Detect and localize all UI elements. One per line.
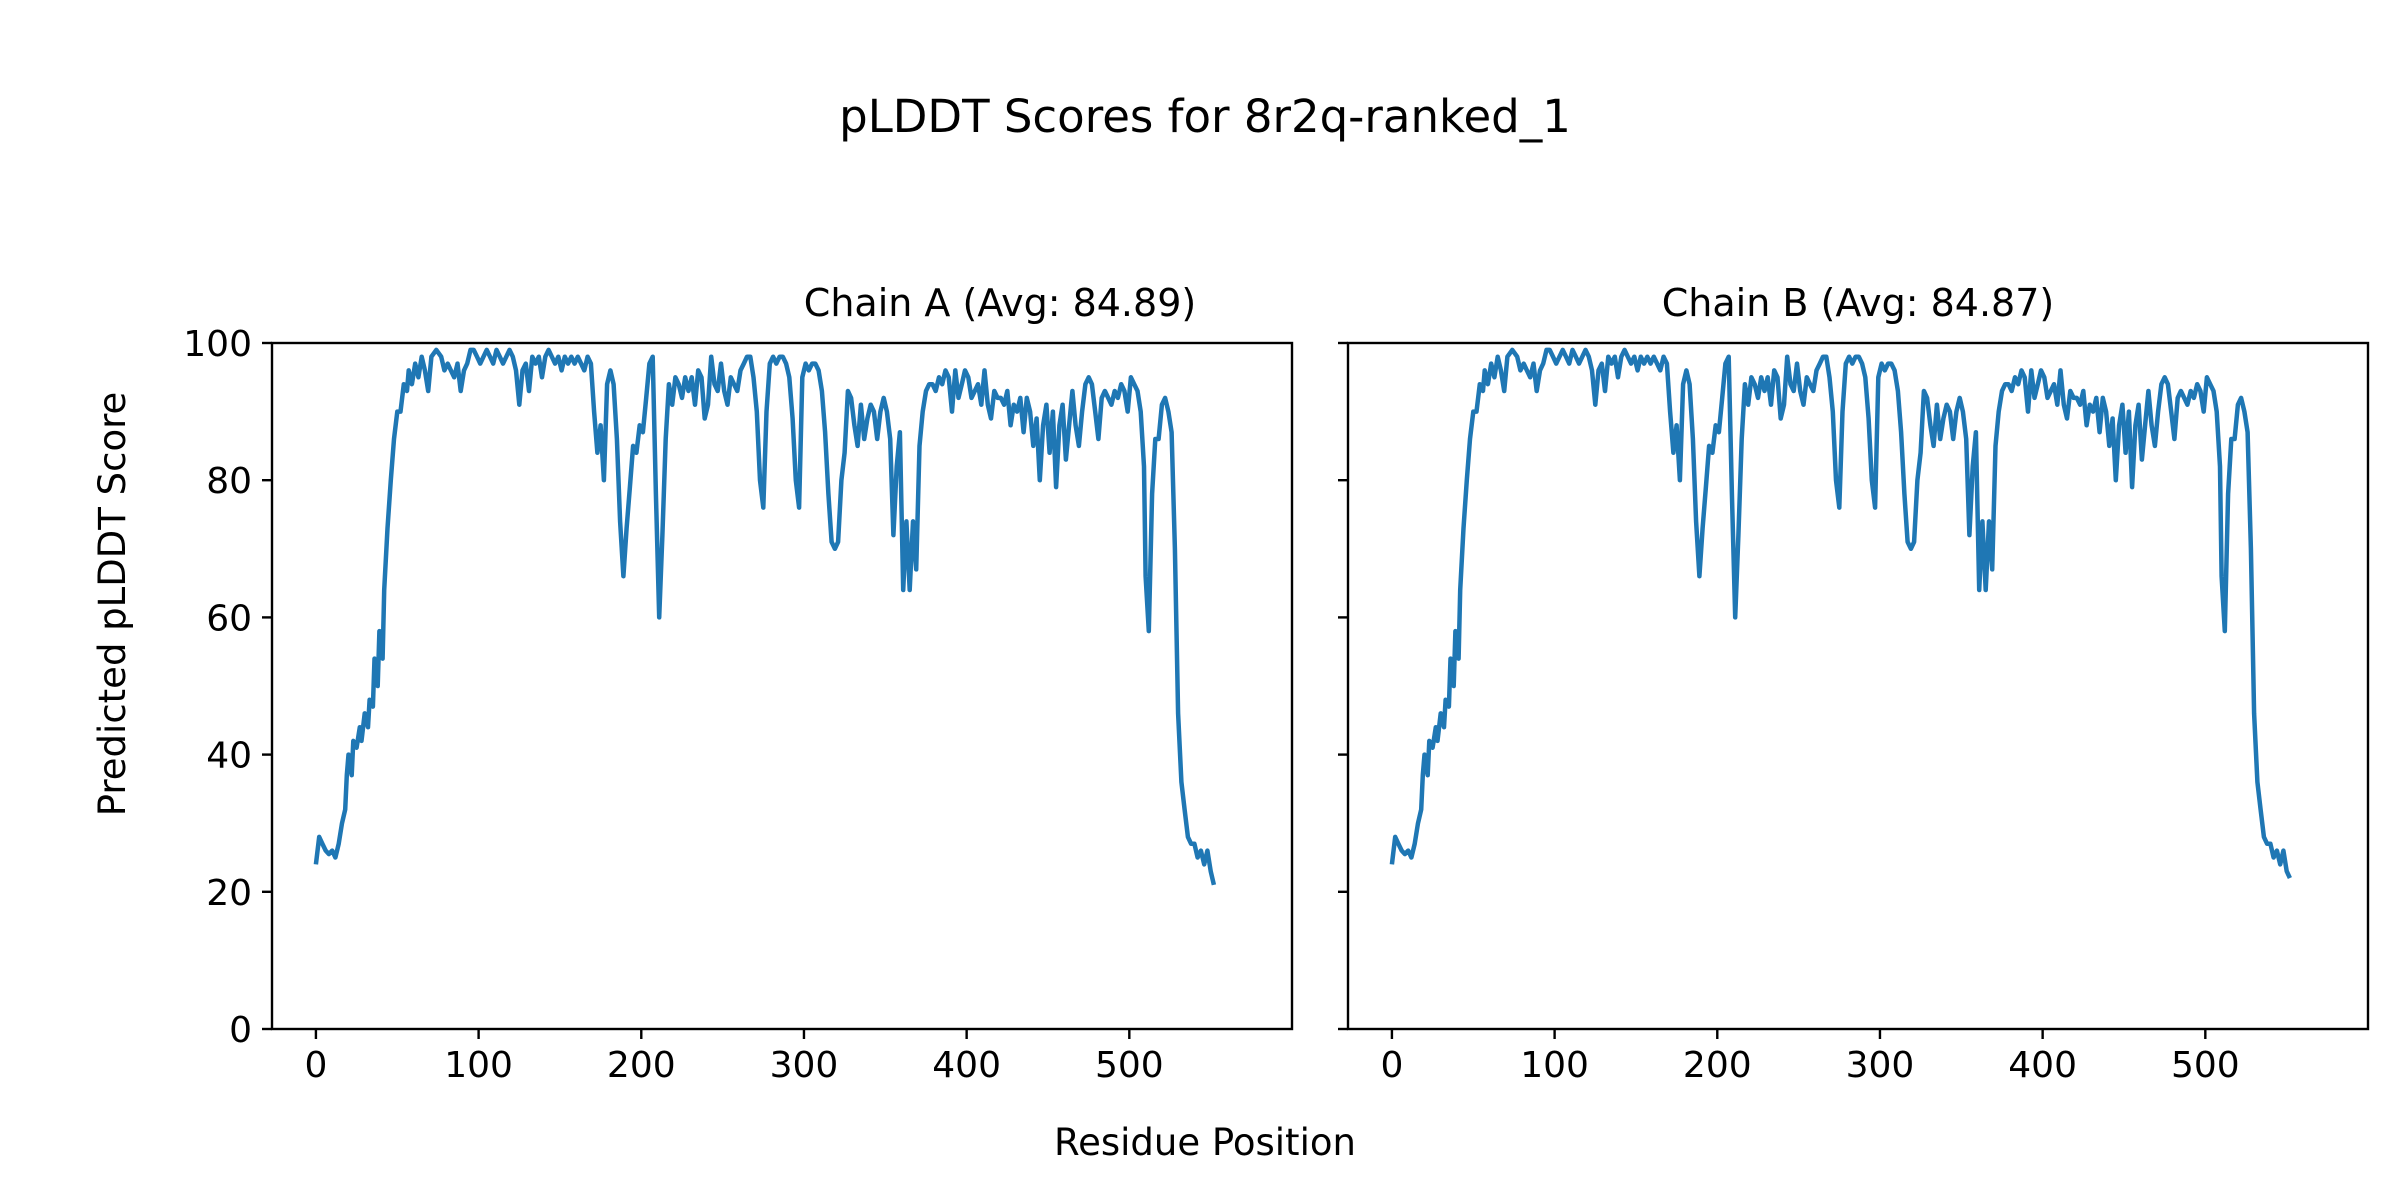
chain-b-panel: Chain B (Avg: 84.87) 0 100 200 300 400 500 xyxy=(1338,281,2370,1086)
chain-a-y-tick-label: 0 xyxy=(229,1010,252,1051)
chain-b-axes-frame xyxy=(1346,341,2370,1031)
chain-a-x-tick-label: 0 xyxy=(304,1045,327,1086)
chain-b-x-tick-label: 300 xyxy=(1846,1045,1915,1086)
chain-b-x-tick-label: 100 xyxy=(1520,1045,1589,1086)
chain-a-y-tick-label: 80 xyxy=(206,461,252,502)
chain-a-panel: Chain A (Avg: 84.89) 0 100 200 300 400 500 0 20… xyxy=(183,281,1294,1086)
chain-b-plddt-line xyxy=(1389,347,2292,880)
chain-a-x-tick-label: 500 xyxy=(1095,1045,1164,1086)
chain-a-y-tick-label: 100 xyxy=(183,324,252,365)
figure-title: pLDDT Scores for 8r2q-ranked_1 xyxy=(839,90,1571,143)
chain-a-x-tick-label: 100 xyxy=(444,1045,513,1086)
chain-a-x-tick-label: 400 xyxy=(932,1045,1001,1086)
chain-a-y-tick-label: 60 xyxy=(206,598,252,639)
x-axis-label: Residue Position xyxy=(1054,1121,1356,1164)
chain-b-x-tick-label: 0 xyxy=(1380,1045,1403,1086)
chain-a-y-tick-label: 20 xyxy=(206,873,252,914)
chain-b-x-tick-label: 500 xyxy=(2171,1045,2240,1086)
chain-a-axes-frame xyxy=(270,341,1294,1031)
chain-b-x-tick-label: 200 xyxy=(1683,1045,1752,1086)
chain-b-title: Chain B (Avg: 84.87) xyxy=(1662,281,2054,325)
chain-a-x-tick-label: 200 xyxy=(607,1045,676,1086)
chain-a-plddt-line xyxy=(313,347,1217,886)
chain-a-x-tick-label: 300 xyxy=(770,1045,839,1086)
chain-a-y-tick-label: 40 xyxy=(206,736,252,777)
chain-a-ticks: 0 100 200 300 400 500 0 20 40 60 80 100 xyxy=(183,324,1163,1086)
y-axis-label: Predicted pLDDT Score xyxy=(91,392,134,817)
chain-b-x-tick-label: 400 xyxy=(2008,1045,2077,1086)
chain-b-ticks: 0 100 200 300 400 500 xyxy=(1338,341,2240,1086)
chain-a-title: Chain A (Avg: 84.89) xyxy=(804,281,1196,325)
